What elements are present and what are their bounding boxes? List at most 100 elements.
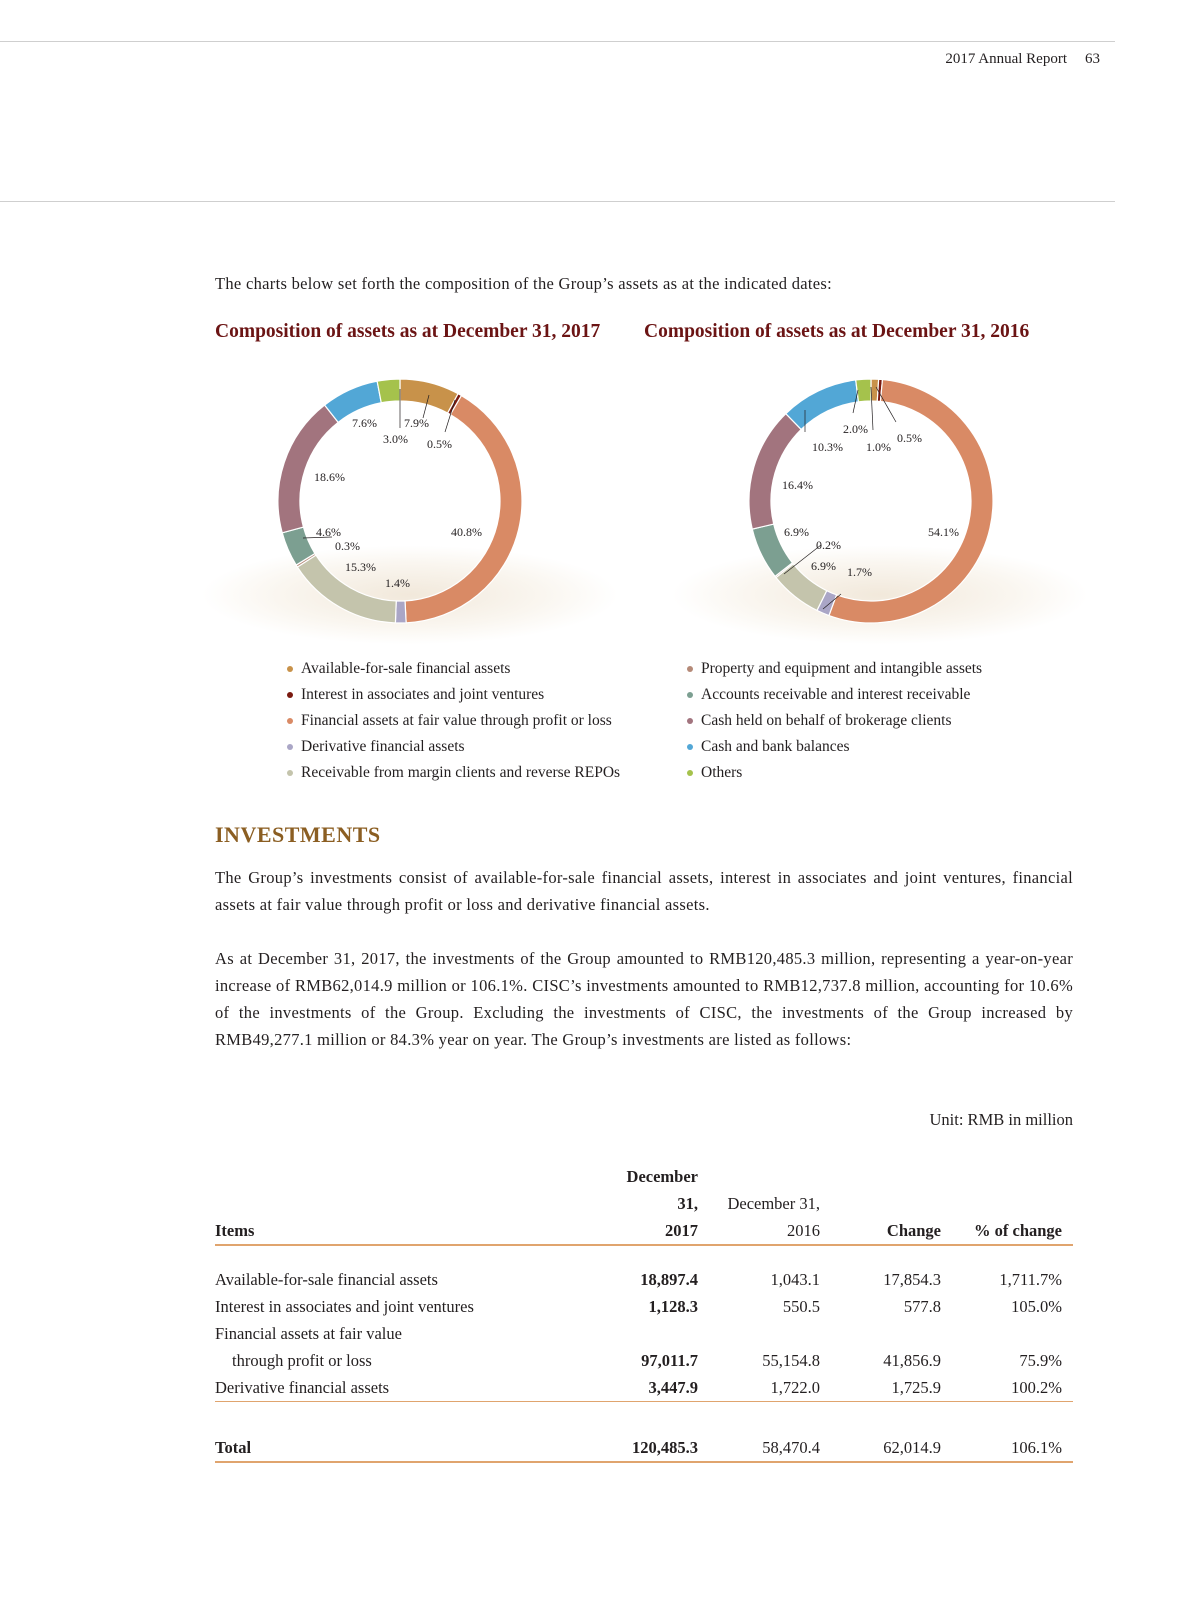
legend-label: Receivable from margin clients and rever… — [301, 764, 621, 781]
table-row: Interest in associates and joint venture… — [215, 1293, 1073, 1320]
data-label: 1.7% — [847, 565, 872, 579]
cell-change: 577.8 — [903, 1297, 941, 1316]
chart-title-2017: Composition of assets as at December 31,… — [215, 321, 601, 342]
data-label: 0.5% — [897, 431, 922, 445]
col-change: Change — [820, 1217, 941, 1246]
cell-2017: 1,128.3 — [648, 1297, 699, 1316]
donut-chart-2016: 1.0% 0.5% 54.1% 1.7% 6.9% 0.2% 6.9% 16.4… — [741, 370, 1041, 650]
paragraph-2: As at December 31, 2017, the investments… — [215, 949, 1073, 1049]
donut-slice — [855, 378, 872, 403]
cell-2016: 550.5 — [782, 1297, 820, 1316]
paragraph-1: The Group’s investments consist of avail… — [215, 868, 1073, 914]
legend-dot — [687, 770, 693, 776]
table-row: Derivative financial assets 3,447.9 1,72… — [215, 1374, 1073, 1402]
data-label: 3.0% — [383, 432, 408, 446]
cell-pct: 100.2% — [941, 1374, 1073, 1402]
total-label: Total — [215, 1434, 610, 1463]
legend-dot — [287, 770, 293, 776]
col-items: Items — [215, 1217, 610, 1246]
section-heading: INVESTMENTS — [215, 822, 381, 847]
col-2017-line1: December 31, — [626, 1167, 698, 1213]
legend-dot — [687, 666, 693, 672]
data-label: 6.9% — [811, 559, 836, 573]
cell-change: 1,725.9 — [820, 1374, 941, 1402]
legend-label: Cash and bank balances — [701, 738, 850, 755]
header-rule — [0, 201, 1115, 202]
data-label: 18.6% — [314, 470, 345, 484]
row-item-line2: through profit or loss — [232, 1351, 372, 1370]
col-2016-line1: December 31, — [727, 1194, 820, 1213]
legend-item: Others — [687, 760, 982, 786]
legend-item: Cash held on behalf of brokerage clients — [687, 708, 982, 734]
legend-label: Property and equipment and intangible as… — [701, 660, 983, 677]
brush-decoration — [670, 545, 1090, 645]
leader-lines — [783, 386, 897, 610]
legend-item: Derivative financial assets — [287, 734, 620, 760]
cell-change: 41,856.9 — [883, 1351, 941, 1370]
legend-item: Interest in associates and joint venture… — [287, 682, 620, 708]
legend-dot — [687, 692, 693, 698]
total-row: Total 120,485.3 58,470.4 62,014.9 106.1% — [215, 1434, 1073, 1463]
legend-dot — [287, 666, 293, 672]
donut-svg-2017: 7.9% 0.5% 40.8% 1.4% 15.3% 0.3% 4.6% 18.… — [277, 378, 523, 624]
table-row: Financial assets at fair value — [215, 1320, 1073, 1347]
page-number: 63 — [1085, 51, 1100, 67]
legend-label: Derivative financial assets — [301, 738, 465, 755]
legend-item: Receivable from margin clients and rever… — [287, 760, 620, 786]
donut-slice — [394, 600, 407, 624]
legend-item: Financial assets at fair value through p… — [287, 708, 620, 734]
cell-2017: 3,447.9 — [610, 1374, 698, 1402]
legend-item: Available-for-sale financial assets — [287, 656, 620, 682]
legend-item: Property and equipment and intangible as… — [687, 656, 982, 682]
donut-slice — [748, 412, 803, 530]
data-label: 40.8% — [451, 525, 482, 539]
legend-label: Accounts receivable and interest receiva… — [701, 686, 971, 703]
legend-dot — [287, 718, 293, 724]
data-label: 0.2% — [816, 538, 841, 552]
legend-label: Financial assets at fair value through p… — [301, 712, 612, 729]
chart-title-2016: Composition of assets as at December 31,… — [644, 321, 1030, 342]
cell-2016: 1,043.1 — [770, 1270, 821, 1289]
data-label: 16.4% — [782, 478, 813, 492]
unit-label: Unit: RMB in million — [929, 1110, 1073, 1129]
page-header: 2017 Annual Report 63 — [927, 51, 1100, 68]
cell-pct: 75.9% — [1019, 1351, 1062, 1370]
investments-table: December 31, December 31, Items 2017 201… — [215, 1163, 1073, 1463]
data-label: 0.3% — [335, 539, 360, 553]
cell-2017: 18,897.4 — [640, 1270, 698, 1289]
data-label: 6.9% — [784, 525, 809, 539]
legend-item: Accounts receivable and interest receiva… — [687, 682, 982, 708]
row-item: Financial assets at fair value — [215, 1324, 402, 1343]
data-label: 1.4% — [385, 576, 410, 590]
data-label: 0.5% — [427, 437, 452, 451]
total-2017: 120,485.3 — [610, 1434, 698, 1463]
row-item: Derivative financial assets — [215, 1374, 610, 1402]
cell-change: 17,854.3 — [883, 1270, 941, 1289]
cell-2016: 55,154.8 — [762, 1351, 820, 1370]
legend-right: Property and equipment and intangible as… — [687, 656, 982, 786]
cell-pct: 105.0% — [1011, 1297, 1062, 1316]
data-label: 15.3% — [345, 560, 376, 574]
data-label: 2.0% — [843, 422, 868, 436]
col-2017: 2017 — [610, 1217, 698, 1246]
cell-pct: 1,711.7% — [999, 1270, 1062, 1289]
report-title: 2017 Annual Report — [945, 51, 1067, 67]
legend-label: Available-for-sale financial assets — [301, 660, 511, 677]
donut-slice — [376, 378, 401, 404]
row-item: Interest in associates and joint venture… — [215, 1297, 474, 1316]
donut-chart-2017: 7.9% 0.5% 40.8% 1.4% 15.3% 0.3% 4.6% 18.… — [270, 370, 570, 650]
total-pct: 106.1% — [941, 1434, 1073, 1463]
intro-text: The charts below set forth the compositi… — [215, 274, 833, 293]
brush-decoration — [200, 545, 620, 645]
legend-label: Cash held on behalf of brokerage clients — [701, 712, 952, 729]
legend-dot — [687, 744, 693, 750]
total-change: 62,014.9 — [820, 1434, 941, 1463]
legend-label: Others — [701, 764, 743, 781]
legend-dot — [287, 692, 293, 698]
data-label: 7.9% — [404, 416, 429, 430]
data-label: 1.0% — [866, 440, 891, 454]
data-label: 4.6% — [316, 525, 341, 539]
donut-svg-2016: 1.0% 0.5% 54.1% 1.7% 6.9% 0.2% 6.9% 16.4… — [748, 378, 994, 624]
data-label: 7.6% — [352, 416, 377, 430]
top-rule — [0, 41, 1115, 42]
